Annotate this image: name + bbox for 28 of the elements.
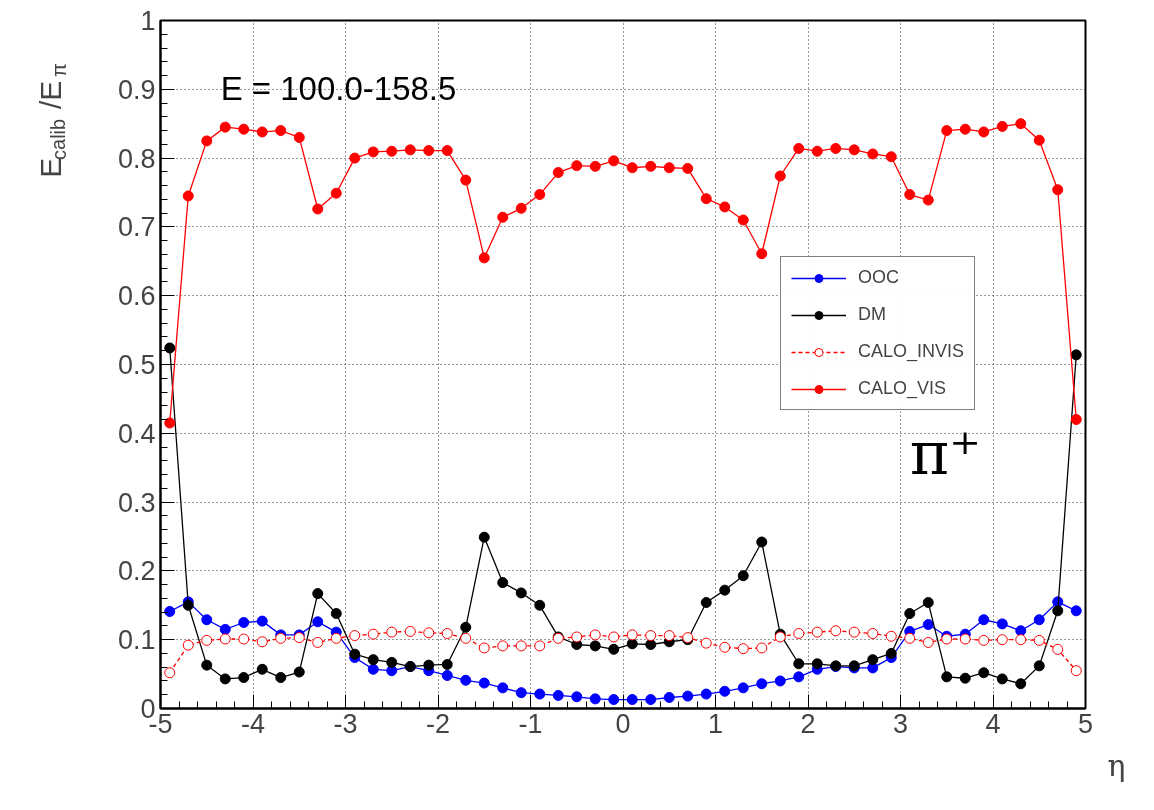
x-axis-title: η xyxy=(1107,747,1126,783)
x-tick-label: 3 xyxy=(892,708,909,739)
legend-label: DM xyxy=(858,304,886,325)
y-axis-title: Ecalib/Eπ xyxy=(34,63,70,178)
y-tick-label: 0.2 xyxy=(117,556,156,587)
y-tick-label: 0.9 xyxy=(117,74,156,105)
legend-label: OOC xyxy=(858,267,900,288)
y-tick-label: 0.1 xyxy=(117,625,156,656)
x-tick-label: 0 xyxy=(615,708,631,739)
x-tick-label: 4 xyxy=(985,708,1001,739)
x-tick-label: -2 xyxy=(426,708,451,739)
y-tick-label: 0.8 xyxy=(117,143,156,174)
x-tick-label: -3 xyxy=(333,708,358,739)
y-tick-label: 1 xyxy=(140,6,156,36)
annotation: π⁺ xyxy=(909,418,981,489)
legend-label: CALO_INVIS xyxy=(858,341,965,362)
y-tick-label: 0.6 xyxy=(117,281,156,312)
x-tick-label: 1 xyxy=(707,708,724,739)
y-tick-label: 0.5 xyxy=(117,350,156,380)
x-tick-label: -1 xyxy=(518,708,543,739)
x-tick-label: 2 xyxy=(800,708,816,739)
y-tick-label: 0.3 xyxy=(117,487,156,518)
y-tick-label: 0.4 xyxy=(117,418,156,449)
x-tick-label: -4 xyxy=(241,708,266,739)
annotation: E = 100.0-158.5 xyxy=(220,69,457,107)
y-tick-label: 0.7 xyxy=(117,212,156,243)
x-tick-label: 5 xyxy=(1077,708,1094,739)
legend-label: CALO_VIS xyxy=(858,378,947,399)
